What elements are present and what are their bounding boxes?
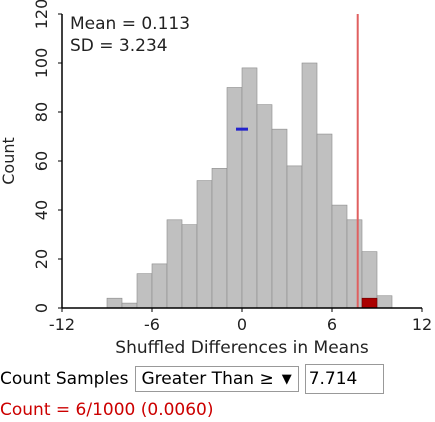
comparison-selected-value: Greater Than ≥ xyxy=(141,369,274,389)
x-tick-label: 12 xyxy=(412,315,432,334)
x-tick-label: -12 xyxy=(49,315,75,334)
histogram-chart: -12 -6 0 6 12 0 20 40 60 80 100 120 Shuffled Diffe… xyxy=(0,0,432,358)
histogram-bar xyxy=(226,87,243,309)
y-tick-label: 100 xyxy=(32,48,51,79)
y-tick-label: 20 xyxy=(32,249,51,269)
x-tick-label: 0 xyxy=(237,315,247,334)
count-result: Count = 6/1000 (0.0060) xyxy=(0,400,214,420)
histogram-bar xyxy=(166,219,183,309)
x-tick-label: -6 xyxy=(144,315,160,334)
highlighted-bars xyxy=(361,297,378,309)
y-axis-label: Count xyxy=(0,137,18,185)
mean-label: Mean = 0.113 xyxy=(70,14,190,34)
histogram-bar xyxy=(286,165,303,309)
histogram-bar xyxy=(181,224,198,309)
count-samples-controls: Count Samples Greater Than ≥ ▼ xyxy=(0,364,384,394)
x-tick-label: 6 xyxy=(327,315,337,334)
histogram-bar xyxy=(346,219,363,309)
y-tick-label: 0 xyxy=(32,303,51,313)
histogram-bars xyxy=(106,62,393,309)
histogram-bar xyxy=(376,295,393,309)
count-samples-label: Count Samples xyxy=(0,369,129,389)
y-tick-label: 60 xyxy=(32,151,51,171)
y-tick-label: 40 xyxy=(32,200,51,220)
histogram-bar xyxy=(256,104,273,309)
threshold-input[interactable] xyxy=(304,364,384,394)
histogram-bar xyxy=(211,168,228,309)
histogram-bar xyxy=(316,133,333,309)
histogram-bar xyxy=(271,128,288,309)
comparison-select[interactable]: Greater Than ≥ ▼ xyxy=(134,366,299,392)
y-tick-labels: 0 20 40 60 80 100 120 xyxy=(32,0,62,313)
histogram-bar xyxy=(106,297,123,309)
histogram-bar xyxy=(136,273,153,309)
y-tick-label: 120 xyxy=(32,0,51,29)
sd-label: SD = 3.234 xyxy=(70,36,168,56)
histogram-bar xyxy=(331,204,348,309)
x-axis-label: Shuffled Differences in Means xyxy=(115,338,369,358)
dropdown-caret-icon: ▼ xyxy=(281,371,292,387)
histogram-bar xyxy=(241,67,258,309)
x-tick-labels: -12 -6 0 6 12 xyxy=(49,308,432,334)
highlighted-bar xyxy=(361,297,378,309)
histogram-bar xyxy=(301,62,318,309)
histogram-bar xyxy=(151,263,168,309)
y-tick-label: 80 xyxy=(32,102,51,122)
histogram-bar xyxy=(196,180,213,309)
